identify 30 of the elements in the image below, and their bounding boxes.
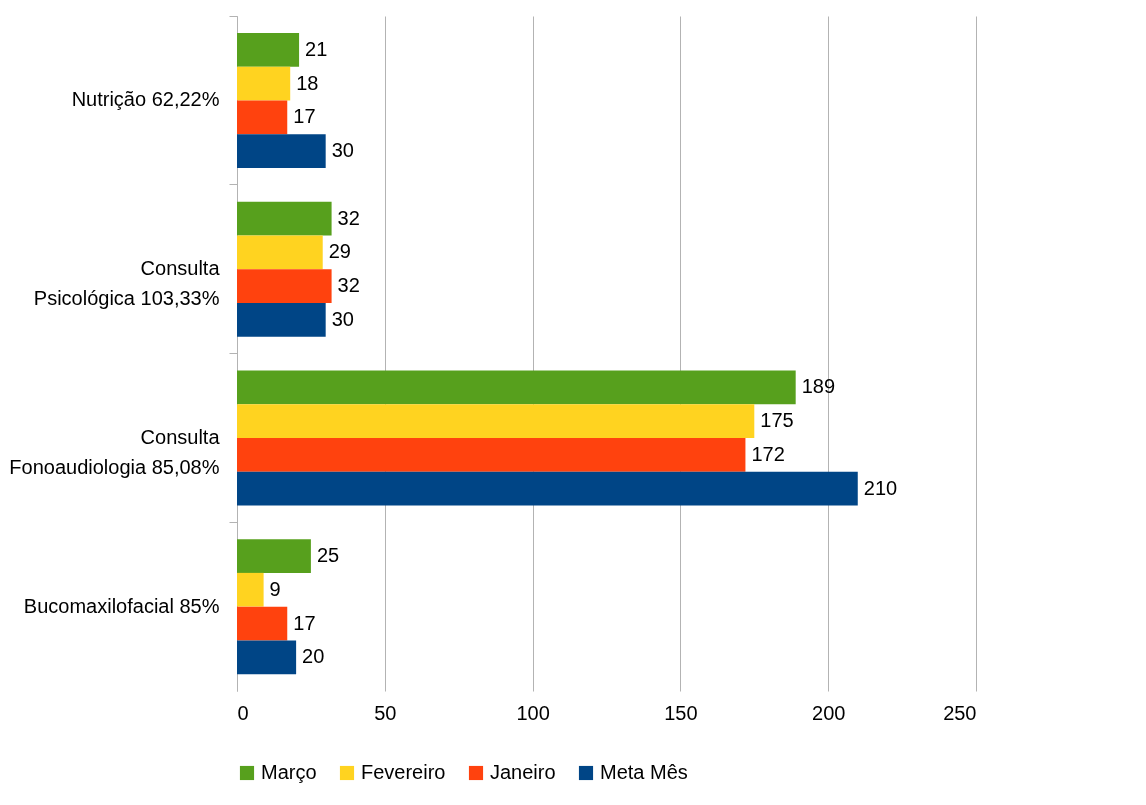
legend-label: Março <box>261 761 317 783</box>
x-tick-label: 200 <box>812 701 846 724</box>
data-label: 18 <box>296 71 319 94</box>
data-label: 30 <box>331 139 354 161</box>
x-tick-label: 250 <box>943 701 977 724</box>
data-label: 189 <box>801 375 836 398</box>
x-tick-label: 50 <box>374 701 397 724</box>
data-label: 20 <box>302 645 325 668</box>
data-label: 210 <box>863 476 898 499</box>
data-label: 175 <box>760 409 794 431</box>
data-label: 17 <box>293 105 316 128</box>
data-label: 21 <box>305 37 328 60</box>
data-label: 25 <box>316 544 340 566</box>
y-tick-label: Consulta Fonoaudiologia 85,08% <box>9 425 221 478</box>
x-tick-label: 0 <box>237 701 249 724</box>
data-label: 172 <box>751 442 785 465</box>
legend-label: Meta Mês <box>600 761 688 783</box>
x-tick-label: 100 <box>516 701 550 724</box>
x-tick-label: 150 <box>664 701 698 724</box>
legend-label: Janeiro <box>490 761 556 783</box>
data-label: 29 <box>328 240 351 263</box>
data-label: 17 <box>293 611 316 634</box>
y-tick-label: Consulta Psicológica 103,33% <box>33 257 221 310</box>
y-tick-label: Nutrição 62,22% <box>71 88 220 111</box>
data-label: 9 <box>269 577 281 600</box>
data-label: 30 <box>331 307 354 330</box>
y-tick-label: Bucomaxilofacial 85% <box>23 594 220 617</box>
legend-label: Fevereiro <box>361 761 446 783</box>
data-label: 32 <box>337 206 360 229</box>
data-label: 32 <box>337 274 360 296</box>
